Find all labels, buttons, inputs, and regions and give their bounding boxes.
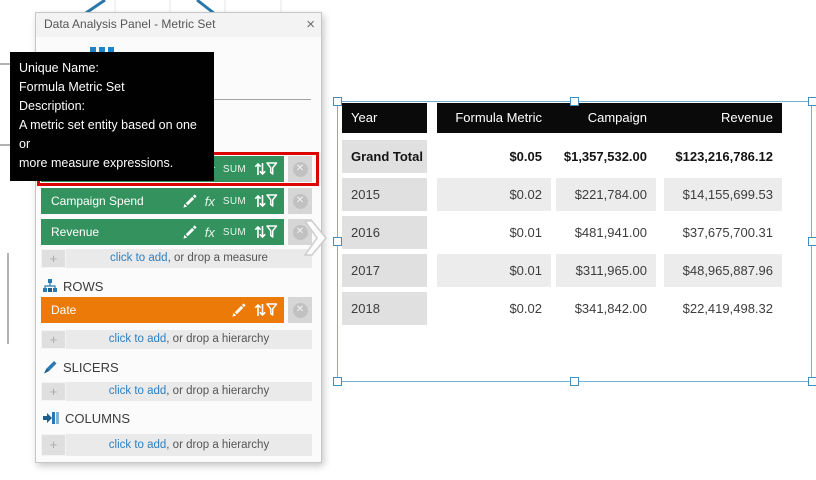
section-rows: ROWS	[43, 277, 103, 295]
click-to-add-link[interactable]: click to add	[108, 333, 167, 345]
table-cell-revenue: $123,216,786.12	[675, 149, 773, 164]
table-cell-spend: $341,842.00	[574, 301, 647, 316]
section-label: SLICERS	[63, 359, 119, 375]
table-cell-year: 2016	[342, 216, 427, 249]
formula-fx-icon[interactable]: fx	[204, 224, 215, 240]
remove-icon: ✕	[292, 302, 308, 318]
table-cell-spend: $311,965.00	[556, 254, 656, 287]
plus-icon[interactable]: +	[41, 330, 66, 349]
table-cell-revenue: $14,155,699.53	[664, 178, 782, 211]
sort-filter-icon[interactable]	[254, 193, 278, 209]
table-cell-revenue: $37,675,700.31	[682, 225, 773, 240]
table-cell-fms: $0.02	[509, 301, 542, 316]
section-label: COLUMNS	[65, 410, 131, 426]
panel-collapse-chevron-icon[interactable]	[303, 218, 329, 258]
remove-icon: ✕	[292, 193, 308, 209]
click-to-add-link[interactable]: click to add	[108, 385, 167, 397]
resize-handle-top-left[interactable]	[333, 97, 342, 106]
sort-filter-icon[interactable]	[254, 224, 278, 240]
add-slicers-hierarchy-row[interactable]: + click to add, or drop a hierarchy	[41, 382, 312, 401]
panel-title: Data Analysis Panel - Metric Set	[44, 17, 216, 31]
table-cell-revenue: $22,419,498.32	[682, 301, 773, 316]
table-cell-fms: $0.02	[437, 178, 551, 211]
table-cell-year: 2015	[342, 178, 427, 211]
section-columns: COLUMNS	[43, 409, 130, 427]
tooltip-description: A metric set entity based on one or	[19, 118, 197, 151]
resize-handle-bottom-right[interactable]	[808, 377, 816, 386]
measure-label: Campaign Spend	[51, 194, 144, 208]
table-header-measures: Formula Metric Set Campaign Spend Revenu…	[437, 103, 782, 155]
slicers-brush-icon	[44, 361, 57, 374]
click-to-add-link[interactable]: click to add	[108, 439, 167, 451]
measure-row-campaign-spend[interactable]: Campaign Spend fx SUM	[41, 188, 284, 214]
resize-handle-top-right[interactable]	[808, 97, 816, 106]
add-measure-row[interactable]: + click to add, or drop a measure	[41, 249, 312, 268]
aggregator-label[interactable]: SUM	[222, 195, 246, 207]
formula-fx-icon[interactable]: fx	[204, 193, 215, 209]
table-cell-year: 2018	[342, 292, 427, 325]
resize-handle-bottom-left[interactable]	[333, 377, 342, 386]
add-columns-hierarchy-row[interactable]: + click to add, or drop a hierarchy	[41, 434, 312, 456]
table-header-formula-metric-set: Formula Metric Set	[455, 110, 542, 155]
remove-icon: ✕	[292, 224, 308, 240]
table-cell-fms: $0.05	[509, 149, 542, 164]
panel-header: Data Analysis Panel - Metric Set ×	[36, 13, 321, 37]
plus-icon[interactable]: +	[41, 382, 66, 401]
metric-set-tooltip: Unique Name: Formula Metric Set Descript…	[10, 52, 214, 181]
resize-handle-top-middle[interactable]	[570, 97, 579, 106]
sort-filter-icon[interactable]	[254, 161, 278, 177]
measure-row-revenue[interactable]: Revenue fx SUM	[41, 219, 284, 245]
table-cell-year: Grand Total	[342, 140, 427, 173]
add-rows-hierarchy-row[interactable]: + click to add, or drop a hierarchy	[41, 330, 312, 349]
table-cell-fms: $0.01	[509, 225, 542, 240]
aggregator-label[interactable]: SUM	[222, 163, 246, 175]
remove-measure-button[interactable]: ✕	[288, 188, 312, 214]
hierarchy-label: Date	[51, 303, 77, 317]
table-cell-spend: $221,784.00	[556, 178, 656, 211]
table-cell-year: 2017	[342, 254, 427, 287]
table-cell-spend: $481,941.00	[574, 225, 647, 240]
table-cell-fms: $0.01	[437, 254, 551, 287]
remove-icon: ✕	[292, 161, 308, 177]
table-header-campaign-spend: Campaign Spend	[587, 110, 647, 155]
resize-handle-middle-left[interactable]	[333, 237, 342, 246]
remove-hierarchy-button[interactable]: ✕	[288, 297, 312, 323]
tooltip-description: more measure expressions.	[19, 156, 174, 170]
remove-measure-button[interactable]: ✕	[288, 156, 312, 182]
measure-label: Revenue	[51, 225, 100, 239]
tooltip-unique-name: Formula Metric Set	[19, 80, 125, 94]
table-header-revenue: Revenue	[720, 110, 773, 125]
sort-filter-icon[interactable]	[254, 302, 278, 318]
section-label: ROWS	[63, 278, 104, 294]
hierarchy-row-date[interactable]: Date	[41, 297, 284, 323]
resize-handle-middle-right[interactable]	[808, 237, 816, 246]
edit-pencil-icon[interactable]	[182, 194, 197, 209]
rows-hierarchy-icon	[43, 279, 57, 292]
columns-arrow-icon	[43, 412, 59, 424]
edit-pencil-icon[interactable]	[182, 225, 197, 240]
table-header-year: Year	[342, 103, 427, 133]
section-slicers: SLICERS	[43, 358, 119, 376]
aggregator-label[interactable]: SUM	[222, 226, 246, 238]
close-icon[interactable]: ×	[306, 16, 315, 33]
resize-handle-bottom-middle[interactable]	[570, 377, 579, 386]
table-cell-spend: $1,357,532.00	[563, 149, 647, 164]
plus-icon[interactable]: +	[41, 434, 66, 456]
tooltip-unique-name-label: Unique Name:	[19, 61, 99, 75]
plus-icon[interactable]: +	[41, 249, 66, 268]
edit-pencil-icon[interactable]	[231, 303, 246, 318]
tooltip-description-label: Description:	[19, 99, 85, 113]
click-to-add-link[interactable]: click to add	[110, 252, 168, 264]
table-cell-revenue: $48,965,887.96	[664, 254, 782, 287]
